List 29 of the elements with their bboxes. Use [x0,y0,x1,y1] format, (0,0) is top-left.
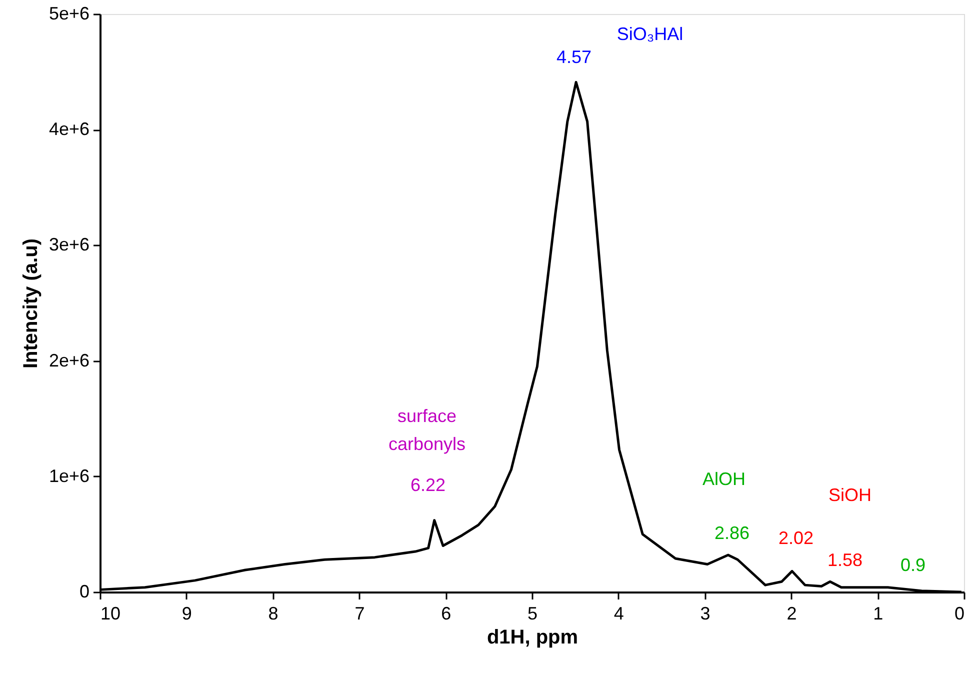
y-tick-label: 5e+6 [48,4,90,24]
y-tick-label: 4e+6 [48,119,90,140]
annotation: SiOH [828,485,872,505]
x-tick-label: 0 [954,604,964,624]
annotation: 6.22 [410,475,446,495]
y-tick-label: 0 [79,582,90,602]
x-tick-label: 9 [182,604,192,624]
x-tick-label: 4 [614,604,624,624]
x-tick-label: 2 [786,604,797,624]
annotation: 1.58 [827,550,863,570]
annotation: 2.86 [714,523,750,543]
annotation: surface carbonyls [388,406,466,454]
x-tick-label: 5 [527,604,538,624]
y-tick-label: 1e+6 [48,466,90,486]
y-axis-title: Intencity (a.u) [20,238,42,369]
x-tick-label: 8 [268,604,278,624]
annotation: AlOH [702,469,746,489]
x-tick-label: 3 [700,604,710,624]
y-tick-label: 3e+6 [48,234,90,255]
x-axis-title: d1H, ppm [486,626,578,648]
annotation: 0.9 [900,555,926,575]
x-tick-label: 6 [441,604,452,624]
annotation: 4.57 [556,47,592,67]
annotation: 2.02 [778,528,814,548]
y-tick-label: 2e+6 [48,350,90,370]
x-tick-label: 7 [354,604,365,624]
annotation: SiO₃HAl [616,24,684,44]
x-tick-label: 10 [100,604,121,624]
x-tick-label: 1 [873,604,884,624]
